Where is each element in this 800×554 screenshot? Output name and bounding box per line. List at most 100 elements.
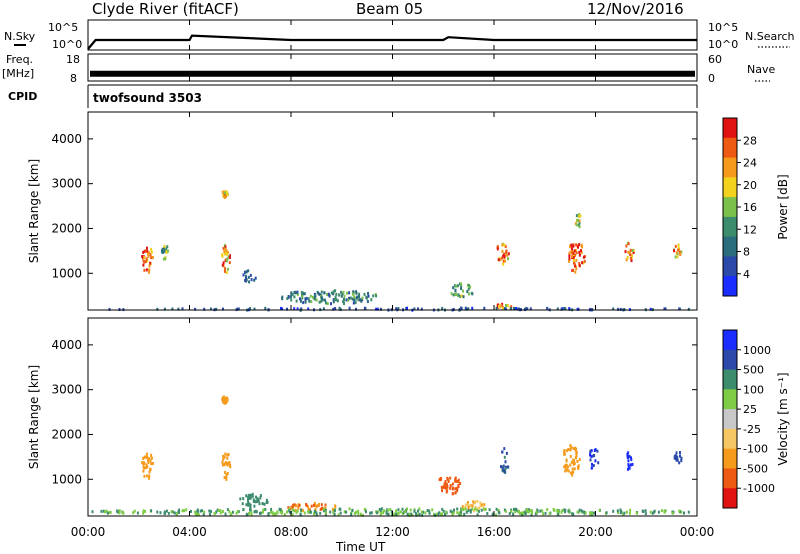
velocity-cell (530, 509, 533, 512)
velocity-cell (570, 460, 573, 464)
velocity-cell (563, 465, 566, 469)
velocity-cell (252, 499, 255, 503)
power-cell (624, 250, 627, 254)
velocity-cell (678, 509, 681, 513)
power-cell (149, 261, 152, 265)
velocity-cell (454, 487, 457, 491)
power-panel: 1000 2000 3000 4000 Slant Range [km] (27, 132, 697, 312)
power-cell (420, 307, 423, 311)
power-cell (332, 292, 335, 296)
velocity-cell (247, 498, 249, 502)
velocity-cell (144, 455, 147, 459)
power-cell (244, 274, 247, 278)
power-cell (507, 257, 510, 261)
x-tick-label: 08:00 (274, 525, 309, 539)
power-cell (460, 282, 462, 286)
velocity-cell (295, 504, 298, 508)
power-cell (441, 306, 444, 310)
velocity-cell (623, 511, 626, 515)
velocity-cell (469, 504, 472, 508)
velocity-cell (469, 508, 472, 512)
power-cell (567, 259, 570, 263)
power-cell (677, 243, 680, 247)
velocity-colorbar-segment (723, 448, 737, 469)
power-cell (340, 294, 343, 298)
velocity-cell (679, 454, 681, 458)
freq-left-tick-high: 18 (66, 53, 80, 66)
power-cell (498, 305, 500, 308)
velocity-cell (458, 513, 461, 517)
velocity-cell (324, 506, 327, 510)
velocity-cell (569, 455, 572, 458)
power-cell (343, 294, 346, 298)
power-cell (181, 307, 184, 311)
velocity-cell (413, 509, 416, 513)
power-cell (510, 307, 513, 311)
velocity-cell (449, 486, 452, 490)
power-cell (457, 293, 460, 297)
power-cell (320, 290, 323, 294)
power-cell (629, 248, 632, 252)
velocity-cell (118, 509, 121, 513)
velocity-cell (369, 511, 372, 515)
velocity-cell (250, 510, 253, 514)
power-cell (574, 270, 577, 274)
power-cell (506, 253, 509, 257)
power-cell (326, 302, 329, 306)
velocity-cell (223, 462, 226, 466)
power-cell (575, 248, 577, 252)
velocity-cell (501, 469, 504, 473)
power-cell (326, 292, 328, 296)
power-cell (165, 250, 168, 254)
velocity-cell (619, 508, 622, 512)
power-cell (580, 244, 583, 247)
power-cell (580, 251, 583, 255)
velocity-cell (566, 449, 569, 453)
velocity-cell (213, 512, 216, 516)
power-cell (483, 306, 486, 310)
power-colorbar-segment (723, 256, 737, 277)
power-cell (505, 249, 508, 253)
velocity-cell (457, 483, 460, 487)
velocity-colorbar-segment (723, 428, 737, 450)
velocity-cell (338, 507, 341, 511)
velocity-cell (249, 496, 252, 500)
velocity-cell (159, 511, 162, 515)
velocity-cell (616, 509, 619, 513)
power-cell (227, 255, 230, 258)
velocity-cell (459, 482, 462, 485)
power-cell (293, 295, 296, 299)
velocity-cell (542, 512, 545, 516)
power-cell (578, 225, 581, 229)
power-cell (612, 307, 615, 311)
velocity-cell (222, 399, 224, 403)
velocity-cell (121, 510, 124, 514)
velocity-cell (144, 466, 147, 470)
power-cell (314, 294, 317, 298)
beam-title: Beam 05 (356, 0, 423, 18)
velocity-cell (680, 459, 683, 463)
power-cell (376, 307, 379, 311)
power-cell (226, 193, 229, 197)
velocity-cell (226, 508, 229, 512)
velocity-cell (445, 510, 448, 514)
power-cell (318, 300, 321, 304)
velocity-cell (222, 454, 225, 458)
power-cell (576, 307, 579, 311)
velocity-cell (262, 508, 265, 512)
power-cell (281, 307, 284, 311)
power-cell (460, 294, 463, 298)
power-cell (578, 221, 581, 225)
power-cell (310, 300, 313, 304)
velocity-cell (319, 511, 322, 515)
power-cell (356, 295, 359, 299)
power-cell (574, 264, 576, 268)
power-cell (573, 249, 576, 253)
velocity-cell (324, 503, 327, 507)
freq-label-line2: [MHz] (2, 67, 34, 80)
velocity-cell (563, 449, 566, 453)
velocity-cell (683, 511, 685, 515)
velocity-cell (230, 512, 233, 516)
power-cell (577, 245, 579, 249)
velocity-cell (309, 510, 312, 514)
